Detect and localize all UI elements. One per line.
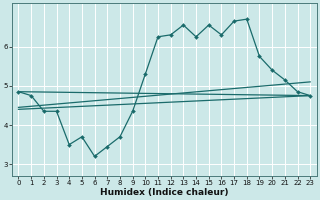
X-axis label: Humidex (Indice chaleur): Humidex (Indice chaleur): [100, 188, 228, 197]
